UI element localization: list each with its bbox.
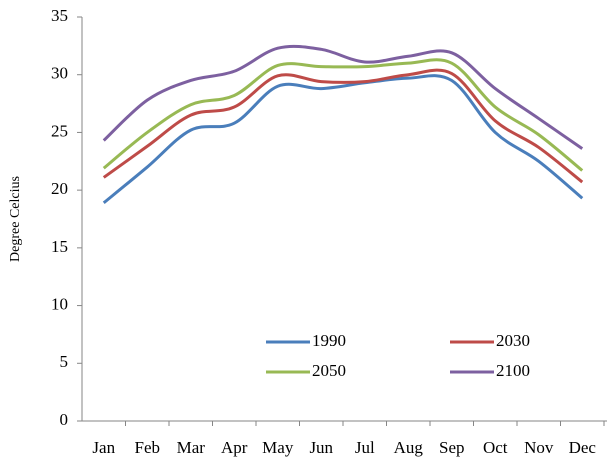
x-tick-label: Jun [309,438,333,457]
legend-label: 2050 [312,361,346,380]
series-line [102,74,584,204]
x-tick-label: Oct [483,438,508,457]
y-tick-label: 15 [51,237,68,256]
x-tick-label: Jul [355,438,375,457]
y-tick-label: 0 [60,410,69,429]
x-tick-label: May [262,438,294,457]
x-tick-label: Feb [135,438,161,457]
y-tick-label: 10 [51,294,68,313]
legend-label: 2030 [496,331,530,350]
y-tick-label: 35 [51,6,68,25]
y-axis-label: Degree Celcius [8,176,23,262]
series-line [102,68,584,184]
y-tick-label: 30 [51,64,68,83]
x-tick-label: Aug [394,438,424,457]
x-tick-label: Nov [524,438,554,457]
series-line [102,44,584,150]
x-tick-label: Dec [569,438,597,457]
x-tick-label: Jan [92,438,115,457]
x-tick-label: Sep [439,438,465,457]
x-tick-label: Mar [177,438,206,457]
y-tick-label: 5 [60,352,69,371]
x-tick-label: Apr [221,438,248,457]
legend-label: 1990 [312,331,346,350]
y-tick-label: 20 [51,179,68,198]
legend-label: 2100 [496,361,530,380]
series-line [102,58,584,172]
y-tick-label: 25 [51,121,68,140]
